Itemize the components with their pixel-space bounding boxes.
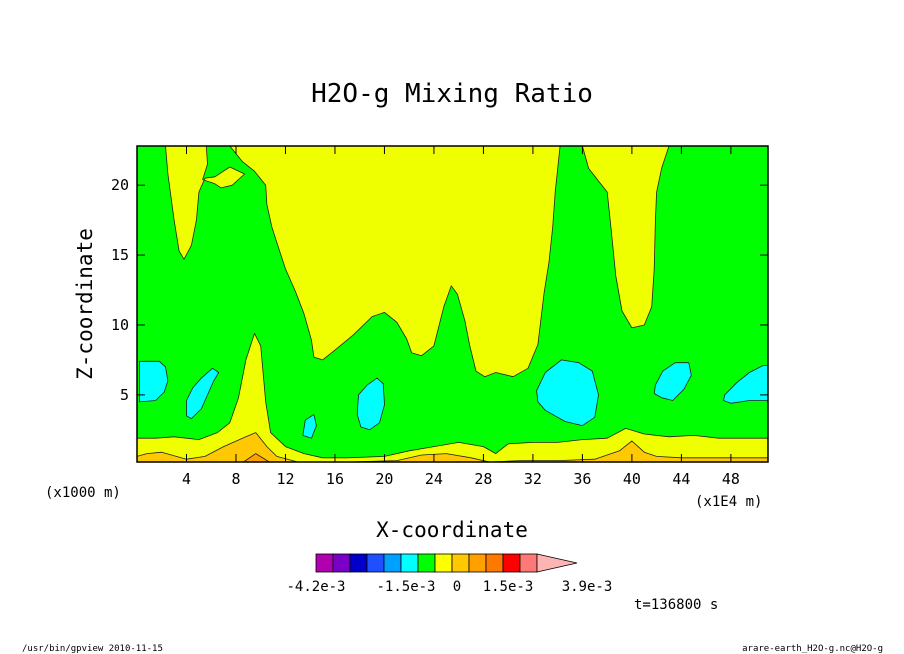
- y-tick-label: 10: [111, 316, 129, 334]
- colorbar-label: 0: [453, 579, 461, 595]
- x-tick-label: 12: [276, 470, 294, 488]
- x-tick-label: 32: [524, 470, 542, 488]
- plot-frame: [136, 145, 769, 463]
- colorbar-label: -1.5e-3: [376, 579, 435, 595]
- footer-right: arare-earth_H2O-g.nc@H2O-g: [742, 644, 883, 654]
- contour-region-cyan: [356, 377, 385, 431]
- x-tick-label: 40: [623, 470, 641, 488]
- colorbar-labels: -4.2e-3 -1.5e-3 0 1.5e-3 3.9e-3: [286, 579, 612, 595]
- y-unit-label: (x1000 m): [45, 485, 121, 501]
- colorbar-swatch: [519, 553, 538, 573]
- time-label: t=136800 s: [634, 597, 718, 613]
- x-tick-label: 28: [474, 470, 492, 488]
- contour-region-cyan: [139, 360, 169, 403]
- colorbar: [315, 553, 578, 573]
- colorbar-swatch: [468, 553, 487, 573]
- footer-left: /usr/bin/gpview 2010-11-15: [22, 644, 163, 654]
- colorbar-swatch: [400, 553, 419, 573]
- x-tick-label: 8: [231, 470, 240, 488]
- contour-region-cyan: [302, 414, 317, 439]
- contour-region-yellow: [136, 332, 769, 463]
- colorbar-arrow: [536, 553, 578, 573]
- y-axis: 5 10 15 20: [111, 176, 768, 404]
- colorbar-label: -4.2e-3: [286, 579, 345, 595]
- contour-layer: [136, 145, 769, 463]
- x-unit-label: (x1E4 m): [695, 494, 762, 510]
- y-tick-label: 5: [120, 386, 129, 404]
- colorbar-swatch: [451, 553, 470, 573]
- contour-region-yellow: [229, 145, 561, 378]
- chart-title: H2O-g Mixing Ratio: [311, 79, 593, 109]
- x-tick-label: 48: [722, 470, 740, 488]
- contour-region-cyan: [536, 359, 599, 427]
- colorbar-swatch: [485, 553, 504, 573]
- colorbar-swatch: [349, 553, 368, 573]
- colorbar-swatch: [383, 553, 402, 573]
- contour-region-yellow: [165, 145, 246, 260]
- colorbar-swatch: [315, 553, 334, 573]
- colorbar-swatch: [502, 553, 521, 573]
- colorbar-swatch: [417, 553, 436, 573]
- colorbar-label: 3.9e-3: [562, 579, 613, 595]
- y-tick-label: 15: [111, 246, 129, 264]
- colorbar-swatch: [366, 553, 385, 573]
- x-tick-label: 24: [425, 470, 443, 488]
- contour-region-cyan: [653, 362, 692, 401]
- colorbar-label: 1.5e-3: [483, 579, 534, 595]
- colorbar-swatch: [332, 553, 351, 573]
- colorbar-swatch: [434, 553, 453, 573]
- x-tick-label: 44: [672, 470, 690, 488]
- x-tick-label: 20: [375, 470, 393, 488]
- contour-region-cyan: [186, 367, 220, 420]
- x-tick-label: 4: [182, 470, 191, 488]
- x-tick-label: 16: [326, 470, 344, 488]
- contour-region-yellow: [582, 145, 670, 329]
- x-axis-label: X-coordinate: [376, 518, 528, 542]
- y-tick-label: 20: [111, 176, 129, 194]
- x-axis: 4 8 12 16 20 24 28 32 36 40 44 48: [182, 146, 740, 488]
- x-tick-label: 36: [573, 470, 591, 488]
- y-axis-label: Z-coordinate: [73, 228, 97, 380]
